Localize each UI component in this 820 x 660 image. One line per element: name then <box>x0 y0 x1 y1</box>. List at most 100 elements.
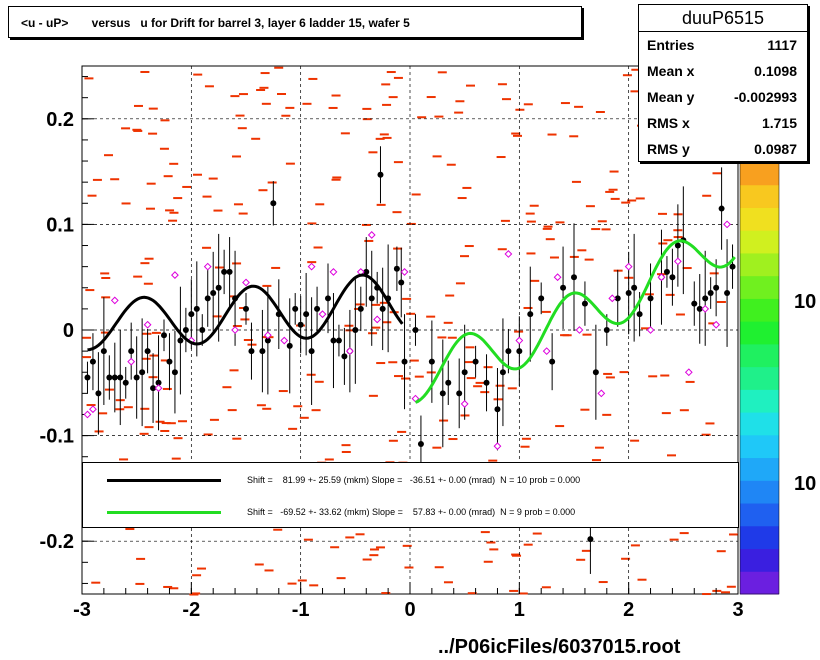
data-point <box>177 337 184 344</box>
data-point <box>713 284 720 291</box>
histogram-cell <box>486 541 496 544</box>
data-point <box>377 171 384 178</box>
histogram-cell <box>641 327 651 330</box>
stats-row-entries: Entries 1117 <box>639 32 807 58</box>
histogram-cell <box>371 326 381 329</box>
histogram-cell <box>139 432 149 435</box>
histogram-cell <box>143 282 153 285</box>
data-point <box>472 358 479 365</box>
histogram-cell <box>455 282 465 285</box>
histogram-cell <box>480 391 490 394</box>
data-point-diamond <box>318 310 327 319</box>
data-point <box>106 374 113 381</box>
histogram-cell <box>254 563 264 566</box>
data-point-diamond <box>242 278 250 287</box>
data-point-diamond <box>400 268 409 276</box>
histogram-cell <box>562 334 572 337</box>
histogram-cell <box>393 247 403 250</box>
data-point <box>204 295 211 302</box>
data-point <box>303 311 310 318</box>
legend-line-green <box>107 510 221 514</box>
data-point-diamond <box>231 326 239 334</box>
legend-entry-black-fit: Shift = 81.99 +- 25.59 (mkm) Slope = -36… <box>83 465 738 495</box>
histogram-cell <box>595 110 605 113</box>
y-tick-label: 0 <box>63 320 74 342</box>
data-point <box>133 374 140 381</box>
histogram-cell <box>437 336 447 339</box>
data-point <box>325 295 331 302</box>
data-point <box>571 274 577 281</box>
data-point-diamond <box>542 347 551 356</box>
stats-box: duuP6515 Entries 1117 Mean x 0.1098 Mean… <box>638 4 808 162</box>
histogram-cell <box>297 579 307 582</box>
histogram-cell <box>658 242 668 245</box>
histogram-cell <box>393 161 403 164</box>
histogram-cell <box>101 276 111 279</box>
histogram-cell <box>530 279 540 282</box>
stats-value: 1.715 <box>761 115 797 131</box>
data-point <box>702 295 709 302</box>
histogram-cell <box>191 592 201 595</box>
colorbar-cell <box>740 184 779 208</box>
histogram-cell <box>426 315 436 318</box>
histogram-cell <box>574 105 584 108</box>
histogram-cell <box>148 107 158 110</box>
histogram-cell <box>173 437 183 440</box>
histogram-cell <box>597 220 607 223</box>
histogram-cell <box>132 128 142 131</box>
histogram-cell <box>213 209 223 212</box>
histogram-cell <box>605 376 615 379</box>
histogram-cell <box>603 372 613 375</box>
data-point-diamond <box>329 268 338 276</box>
data-point <box>368 295 375 302</box>
histogram-cell <box>437 71 447 74</box>
data-point <box>631 284 638 291</box>
histogram-cell <box>661 412 671 415</box>
histogram-cell <box>462 186 472 189</box>
histogram-cell <box>146 182 156 185</box>
data-point-diamond <box>657 273 666 282</box>
histogram-cell <box>160 119 170 122</box>
histogram-cell <box>657 212 667 215</box>
histogram-cell <box>148 132 158 135</box>
histogram-cell <box>637 578 647 581</box>
histogram-cell <box>549 256 559 259</box>
histogram-cell <box>609 170 619 173</box>
histogram-cell <box>610 197 620 200</box>
data-point <box>398 279 405 286</box>
data-point <box>724 290 731 297</box>
histogram-cell <box>121 127 131 130</box>
histogram-cell <box>497 248 507 251</box>
histogram-cell <box>580 408 590 411</box>
histogram-cell <box>288 427 298 430</box>
histogram-cell <box>381 592 391 595</box>
histogram-cell <box>376 362 386 365</box>
data-point-diamond <box>110 296 119 305</box>
colorbar-cell <box>740 503 779 527</box>
histogram-cell <box>262 284 272 287</box>
data-point <box>144 348 151 355</box>
histogram-cell <box>144 257 154 260</box>
data-point <box>341 353 348 360</box>
histogram-cell <box>585 205 595 208</box>
histogram-cell <box>232 262 242 265</box>
histogram-cell <box>712 589 722 592</box>
data-point <box>248 348 255 355</box>
histogram-cell <box>523 543 533 546</box>
histogram-cell <box>203 433 213 436</box>
histogram-cell <box>193 73 203 76</box>
data-point <box>330 337 337 344</box>
histogram-cell <box>232 155 242 158</box>
histogram-cell <box>406 312 416 315</box>
histogram-cell <box>511 132 521 135</box>
histogram-cell <box>368 151 378 154</box>
data-point <box>587 536 594 543</box>
data-point <box>625 290 632 297</box>
histogram-cell <box>382 321 392 324</box>
data-point-diamond <box>608 294 617 303</box>
histogram-cell <box>601 228 611 231</box>
histogram-cell <box>340 132 350 135</box>
histogram-cell <box>227 409 237 412</box>
histogram-cell <box>240 318 250 321</box>
histogram-cell <box>406 222 416 225</box>
